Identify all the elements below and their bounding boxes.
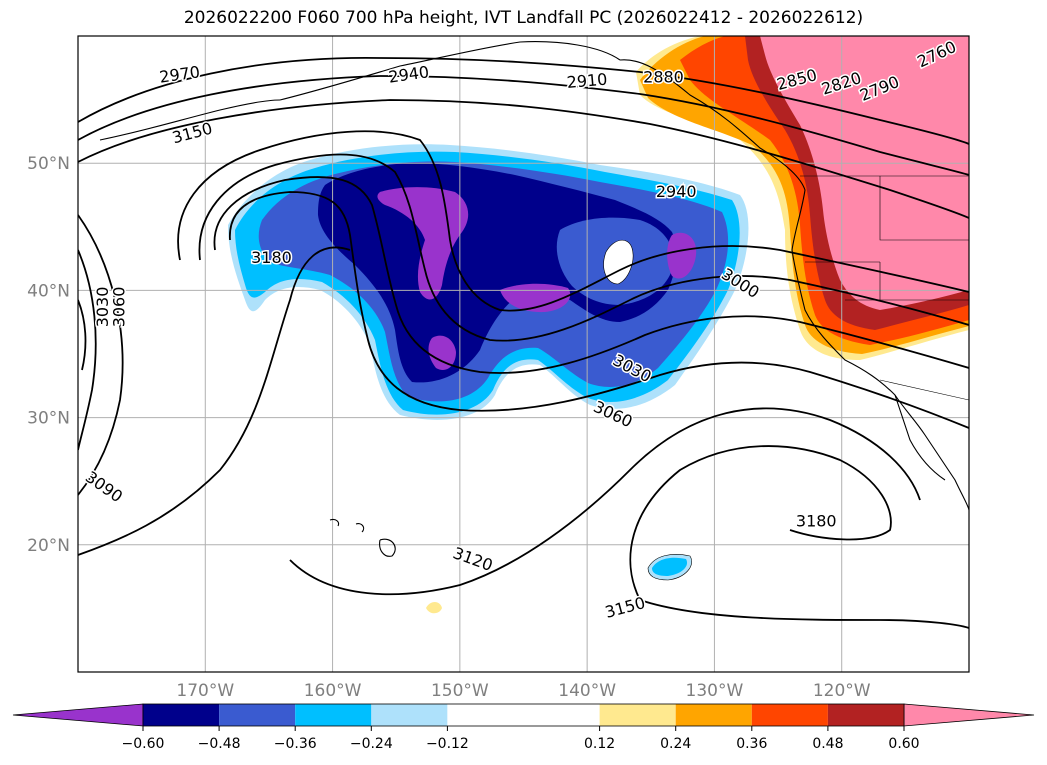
colorbar-tick-label: 0.60 [888, 736, 919, 752]
lat-tick-label: 50°N [27, 154, 70, 174]
colorbar-segment [751, 704, 828, 726]
contour-label: 3060 [110, 287, 129, 328]
lon-tick-label: 140°W [558, 681, 616, 701]
colorbar-segment [827, 704, 904, 726]
colorbar-tick-label: −0.48 [198, 736, 241, 752]
alaska-coastline [279, 41, 621, 101]
lon-tick-label: 170°W [176, 681, 234, 701]
contour-label: 3090 [82, 467, 126, 506]
contour-label: 2910 [566, 70, 608, 92]
lon-tick-label: 120°W [813, 681, 871, 701]
contour-label: 2940 [656, 182, 697, 201]
map-gridlines [78, 36, 969, 672]
colorbar-over-extension [903, 703, 1035, 727]
map-title: 2026022200 F060 700 hPa height, IVT Land… [183, 8, 864, 28]
contour-label: 3150 [603, 593, 647, 622]
colorbar-segment [599, 704, 676, 726]
longitude-tick-labels: 170°W 160°W 150°W 140°W 130°W 120°W [176, 681, 870, 701]
political-borders [800, 175, 969, 401]
colorbar-tick-label: 0.24 [660, 736, 691, 752]
colorbar-tick-label: −0.60 [122, 736, 165, 752]
contour-label: 2880 [643, 67, 684, 86]
colorbar-segment [295, 704, 372, 726]
lon-tick-label: 150°W [431, 681, 489, 701]
hawaiian-islands [329, 518, 396, 557]
colorbar-segment [447, 704, 600, 726]
contour-label: 3180 [796, 511, 837, 530]
contour-label: 2970 [158, 62, 201, 86]
coastlines [99, 41, 969, 557]
colorbar-tick-label: 0.48 [812, 736, 843, 752]
negative-shade-hole [603, 239, 634, 285]
lat-tick-label: 40°N [27, 281, 70, 301]
colorbar-segment [219, 704, 296, 726]
negative-shade-purple-4 [428, 335, 456, 371]
colorbar-tick-label: 0.12 [584, 736, 615, 752]
colorbar-segment [675, 704, 752, 726]
lon-tick-label: 130°W [686, 681, 744, 701]
positive-shade-small-spot [426, 602, 442, 614]
colorbar-tick-label: −0.24 [350, 736, 393, 752]
contour-label: 3150 [170, 119, 214, 148]
colorbar-segment [371, 704, 448, 726]
colorbar-tick-label: −0.12 [426, 736, 469, 752]
colorbar-tick-label: −0.36 [274, 736, 317, 752]
colorbar-under-extension [12, 703, 144, 727]
height-contours [78, 57, 969, 629]
lon-tick-label: 160°W [304, 681, 362, 701]
colorbar-segment [143, 704, 220, 726]
colorbar-tick-label: 0.36 [736, 736, 767, 752]
map-frame [77, 35, 970, 673]
contour-label: 3180 [251, 248, 292, 267]
contour-label: 3030 [93, 287, 112, 328]
latitude-tick-labels: 20°N 30°N 40°N 50°N [27, 154, 70, 556]
aleutian-islands [99, 99, 281, 141]
colorbar: −0.60 −0.48 −0.36 −0.24 −0.12 0.12 0.24 0.36 0.4… [12, 703, 1035, 752]
negative-shade-purple-3 [667, 232, 697, 279]
negative-shade-purple-1 [377, 187, 469, 300]
north-american-coastline [619, 59, 969, 511]
contour-label: 2940 [387, 62, 430, 86]
ivt-shading [228, 36, 969, 614]
negative-shade-small-island [652, 557, 688, 576]
lat-tick-label: 20°N [27, 536, 70, 556]
lat-tick-label: 30°N [27, 409, 70, 429]
contour-label: 3120 [451, 543, 496, 575]
baja-california-coastline [894, 394, 946, 481]
colorbar-frame [142, 703, 905, 727]
